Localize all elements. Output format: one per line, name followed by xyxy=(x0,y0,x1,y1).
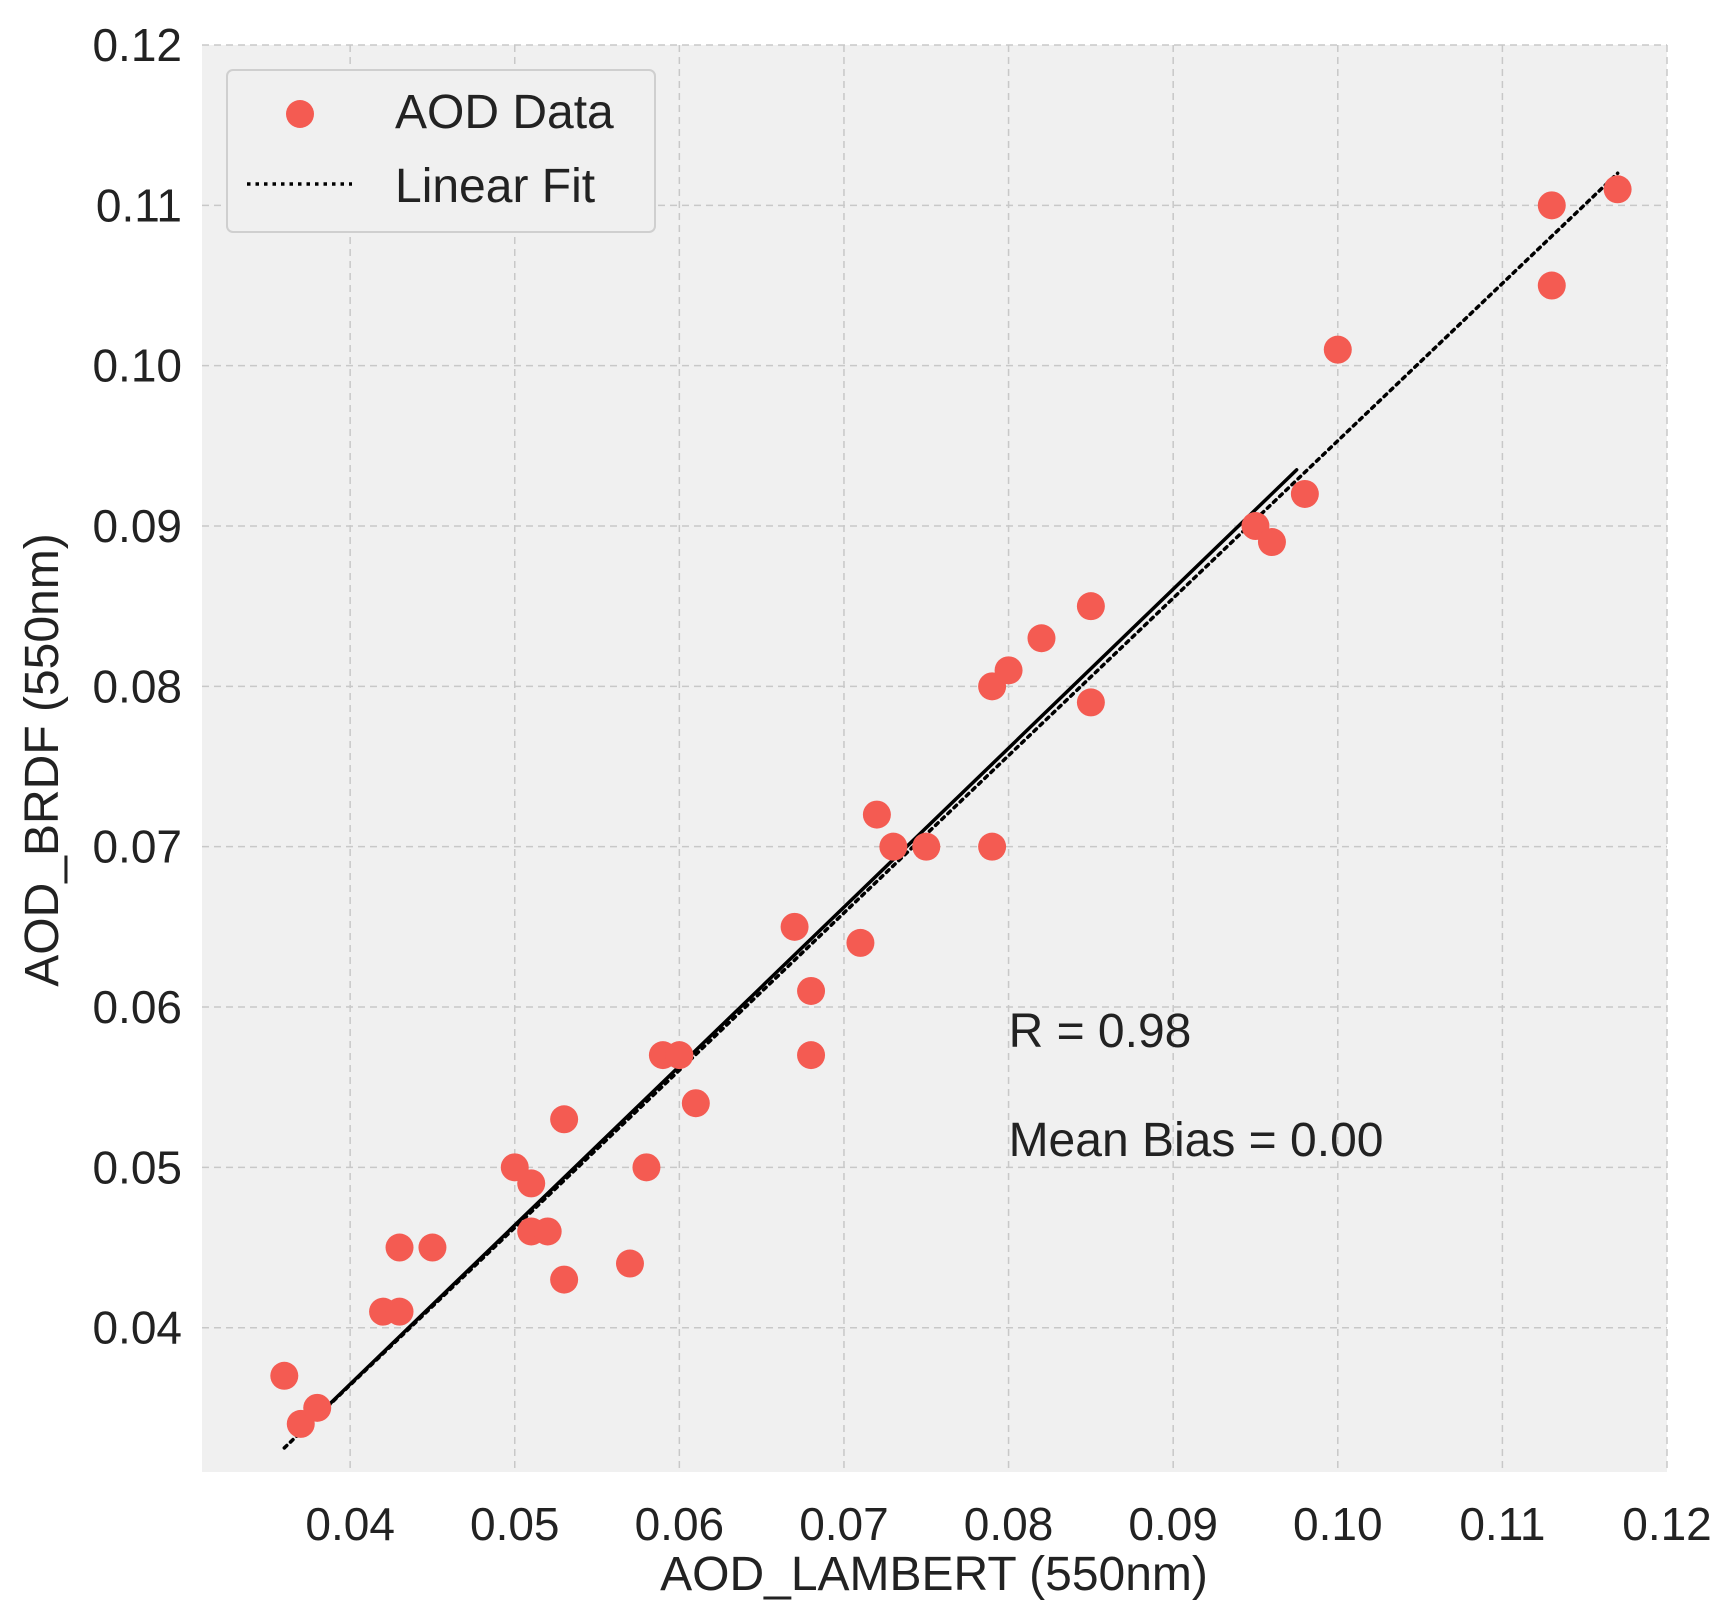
annotations: R = 0.98 Mean Bias = 0.00 xyxy=(1009,1005,1384,1167)
data-point xyxy=(1603,175,1632,204)
data-point xyxy=(1537,271,1566,300)
x-tick-label: 0.05 xyxy=(470,1498,560,1550)
y-tick-label: 0.07 xyxy=(92,821,182,873)
data-point xyxy=(978,832,1007,861)
x-tick-label: 0.06 xyxy=(635,1498,725,1550)
y-tick-label: 0.09 xyxy=(92,500,182,552)
data-point xyxy=(912,832,941,861)
data-point xyxy=(665,1041,694,1070)
data-point xyxy=(846,928,875,957)
tick-labels: 0.04 0.05 0.06 0.07 0.08 0.09 0.10 0.11 0.12 0.04… xyxy=(92,19,1711,1550)
data-point xyxy=(632,1153,661,1182)
data-point xyxy=(1257,528,1286,557)
x-tick-label: 0.12 xyxy=(1622,1498,1712,1550)
x-tick-label: 0.11 xyxy=(1459,1498,1545,1550)
y-tick-label: 0.05 xyxy=(92,1141,182,1193)
legend-frame xyxy=(226,69,656,233)
data-point xyxy=(1323,335,1352,364)
y-tick-label: 0.04 xyxy=(92,1302,182,1354)
data-point xyxy=(797,1041,826,1070)
legend: AOD Data Linear Fit xyxy=(226,69,656,233)
y-tick-label: 0.10 xyxy=(92,340,182,392)
legend-marker-aod-data xyxy=(286,100,314,128)
y-tick-label: 0.12 xyxy=(92,19,182,71)
data-point xyxy=(797,976,826,1005)
data-point xyxy=(615,1249,644,1278)
plot-background xyxy=(202,45,1667,1472)
annotation-text: Mean Bias = 0.00 xyxy=(1009,1114,1384,1167)
data-point xyxy=(1027,624,1056,653)
y-tick-label: 0.11 xyxy=(96,179,182,231)
x-tick-label: 0.08 xyxy=(964,1498,1054,1550)
data-point xyxy=(681,1089,710,1118)
data-point xyxy=(418,1233,447,1262)
data-point xyxy=(533,1217,562,1246)
legend-label-aod-data: AOD Data xyxy=(395,86,614,139)
data-point xyxy=(385,1297,414,1326)
data-point xyxy=(1290,479,1319,508)
x-tick-label: 0.09 xyxy=(1128,1498,1218,1550)
data-point xyxy=(1076,592,1105,621)
annotation-text: R = 0.98 xyxy=(1009,1005,1192,1058)
regression-line xyxy=(299,468,1299,1434)
data-point xyxy=(303,1393,332,1422)
data-point xyxy=(550,1105,579,1134)
y-tick-label: 0.06 xyxy=(92,981,182,1033)
data-point xyxy=(385,1233,414,1262)
data-point xyxy=(780,912,809,941)
y-axis-label: AOD_BRDF (550nm) xyxy=(16,533,69,986)
data-point xyxy=(270,1361,299,1390)
data-point xyxy=(1076,688,1105,717)
x-axis-label: AOD_LAMBERT (550nm) xyxy=(660,1548,1208,1601)
data-point xyxy=(862,800,891,829)
data-point xyxy=(517,1169,546,1198)
data-points xyxy=(270,175,1632,1438)
data-point xyxy=(879,832,908,861)
x-tick-label: 0.04 xyxy=(305,1498,395,1550)
data-point xyxy=(1537,191,1566,220)
fit-lines xyxy=(282,171,1620,1450)
x-tick-label: 0.07 xyxy=(799,1498,889,1550)
y-tick-label: 0.08 xyxy=(92,660,182,712)
data-point xyxy=(994,656,1023,685)
legend-label-linear-fit: Linear Fit xyxy=(395,160,595,213)
x-tick-label: 0.10 xyxy=(1293,1498,1383,1550)
data-point xyxy=(550,1265,579,1294)
